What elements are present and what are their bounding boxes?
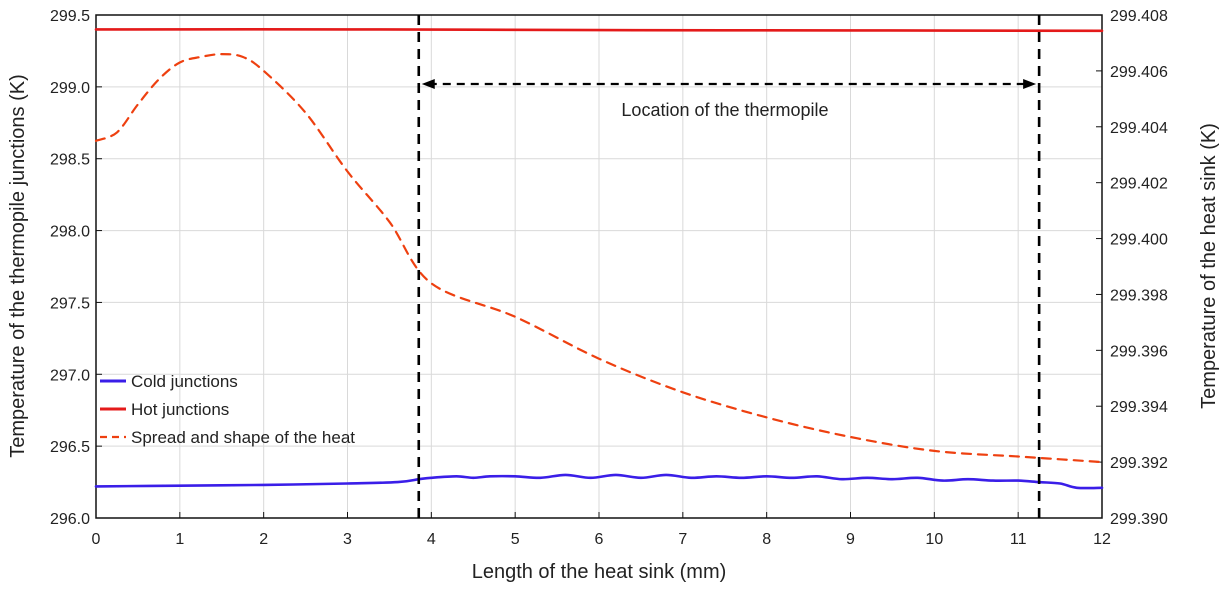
annotation-layer: Location of the thermopile bbox=[417, 15, 1041, 518]
series-line-hot-junctions bbox=[94, 28, 1104, 33]
legend-label-hot-junctions: Hot junctions bbox=[131, 400, 229, 419]
x-tick-label: 5 bbox=[511, 531, 520, 548]
y-left-axis-title: Temperature of the thermopile junctions … bbox=[7, 74, 29, 458]
region-label: Location of the thermopile bbox=[621, 100, 828, 120]
y-left-tick-label: 297.5 bbox=[50, 295, 90, 312]
y-left-tick-label: 298.5 bbox=[50, 152, 90, 169]
legend: Cold junctions Hot junctions Spread and sh… bbox=[100, 372, 355, 447]
y-right-tick-label: 299.390 bbox=[1110, 511, 1168, 528]
y-right-tick-label: 299.394 bbox=[1110, 399, 1168, 416]
x-tick-label: 9 bbox=[846, 531, 855, 548]
y-right-tick-label: 299.402 bbox=[1110, 176, 1168, 193]
y-left-tick-label: 296.0 bbox=[50, 511, 90, 528]
x-tick-labels: 0 1 2 3 4 5 6 7 8 9 10 11 12 bbox=[92, 531, 1111, 548]
x-tick-label: 8 bbox=[762, 531, 771, 548]
y-right-tick-labels: 299.390 299.392 299.394 299.396 299.398 299.4… bbox=[1110, 8, 1168, 528]
arrowhead-right bbox=[1023, 79, 1037, 89]
y-left-tick-labels: 296.0 296.5 297.0 297.5 298.0 298.5 299.0 299.5 bbox=[50, 8, 90, 528]
x-axis-title: Length of the heat sink (mm) bbox=[472, 561, 727, 583]
x-tick-label: 7 bbox=[678, 531, 687, 548]
y-right-tick-label: 299.408 bbox=[1110, 8, 1168, 25]
x-tick-label: 4 bbox=[427, 531, 436, 548]
x-tick-label: 0 bbox=[92, 531, 101, 548]
y-right-tick-label: 299.400 bbox=[1110, 232, 1168, 249]
y-right-tick-label: 299.406 bbox=[1110, 64, 1168, 81]
series-line-spread-and-shape-of-the-heat bbox=[94, 53, 1104, 464]
y-left-tick-label: 299.5 bbox=[50, 8, 90, 25]
x-tick-label: 2 bbox=[259, 531, 268, 548]
legend-label-spread-and-shape-of-the-heat: Spread and shape of the heat bbox=[131, 428, 355, 447]
y-right-tick-label: 299.396 bbox=[1110, 343, 1168, 360]
x-tick-label: 1 bbox=[175, 531, 184, 548]
y-left-tick-label: 299.0 bbox=[50, 80, 90, 97]
y-left-tick-label: 297.0 bbox=[50, 367, 90, 384]
x-tick-label: 3 bbox=[343, 531, 352, 548]
y-right-tick-label: 299.404 bbox=[1110, 120, 1168, 137]
y-right-tick-label: 299.398 bbox=[1110, 287, 1168, 304]
arrowhead-left bbox=[421, 79, 435, 89]
x-tick-label: 12 bbox=[1093, 531, 1111, 548]
y-left-tick-label: 296.5 bbox=[50, 439, 90, 456]
plot-area-frame bbox=[95, 14, 1103, 519]
legend-label-cold-junctions: Cold junctions bbox=[131, 372, 238, 391]
y-left-tick-label: 298.0 bbox=[50, 224, 90, 241]
y-right-axis-title: Temperature of the heat sink (K) bbox=[1198, 123, 1220, 409]
x-tick-label: 11 bbox=[1010, 531, 1027, 548]
x-tick-label: 10 bbox=[925, 531, 943, 548]
y-right-tick-label: 299.392 bbox=[1110, 455, 1168, 472]
x-tick-label: 6 bbox=[595, 531, 604, 548]
